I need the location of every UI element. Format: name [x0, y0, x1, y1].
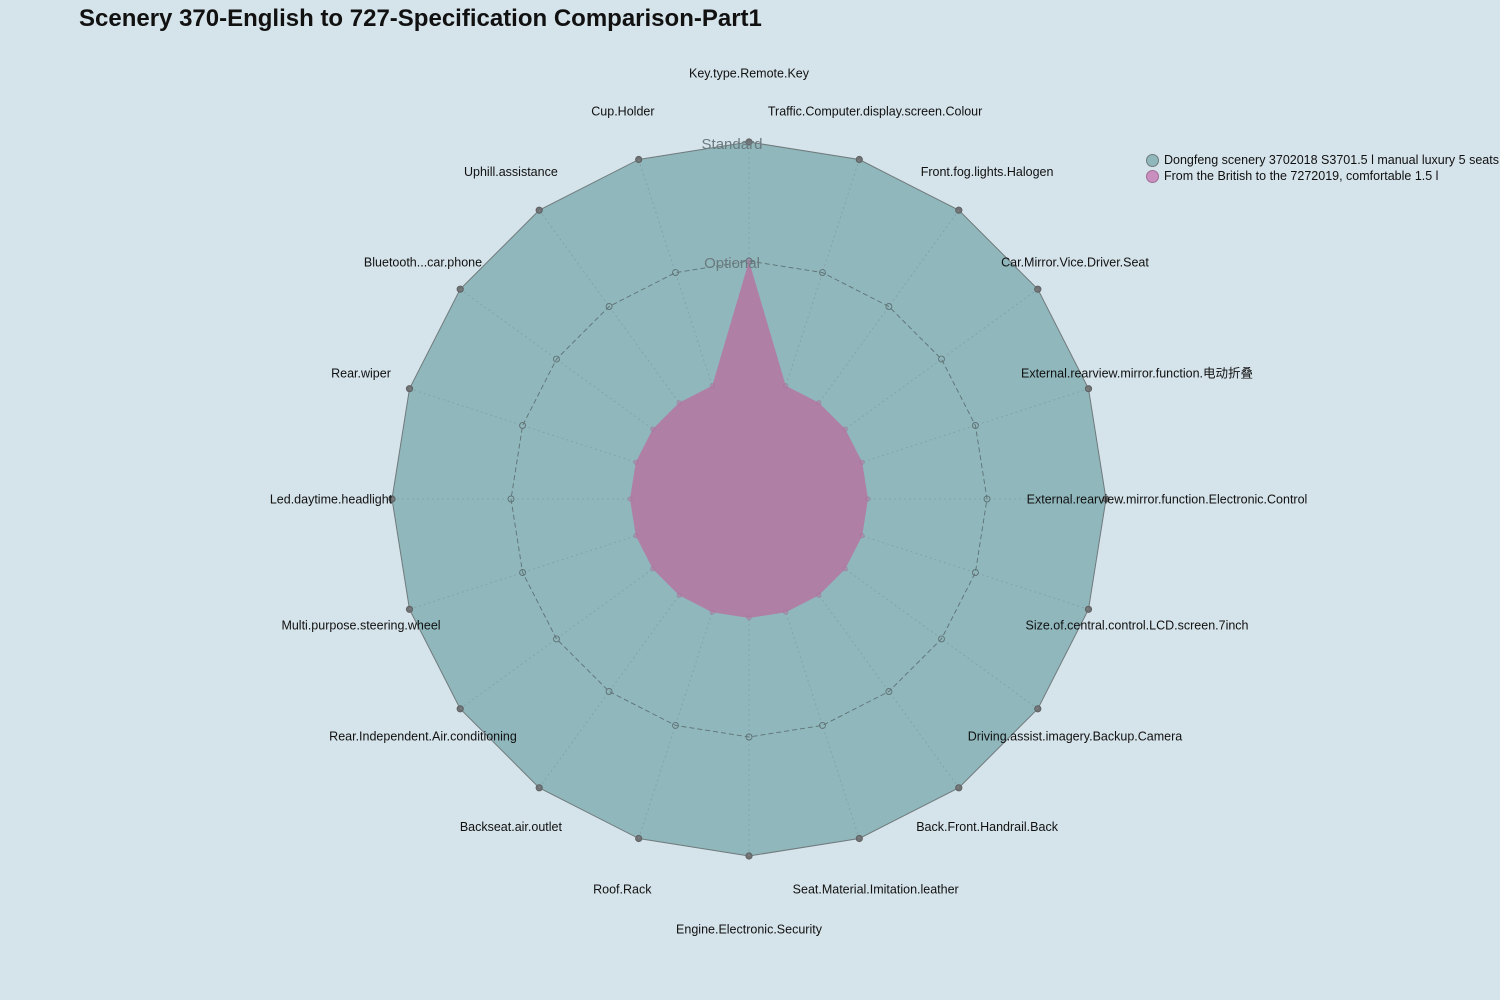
legend-swatch-series-2	[1146, 169, 1159, 183]
axis-label: External.rearview.mirror.function.电动折叠	[1021, 365, 1253, 380]
series-2-point	[842, 426, 848, 432]
legend: Dongfeng scenery 3702018 S3701.5 l manua…	[1146, 152, 1499, 184]
axis-label: Multi.purpose.steering.wheel	[281, 619, 440, 633]
axis-label: Backseat.air.outlet	[460, 820, 563, 834]
legend-label-series-1: Dongfeng scenery 3702018 S3701.5 l manua…	[1164, 153, 1499, 167]
series-2-point	[709, 383, 715, 389]
grid-ring-optional	[510, 260, 988, 738]
series-1-point	[955, 206, 963, 214]
series-2-point	[709, 609, 715, 615]
grid-ring-marker	[938, 355, 945, 363]
axis-label: Seat.Material.Imitation.leather	[793, 882, 959, 896]
series-2-point	[816, 400, 822, 406]
axis-label: Led.daytime.headlight	[270, 493, 393, 507]
series-2-point	[865, 496, 871, 502]
axis-label: External.rearview.mirror.function.Electr…	[1027, 493, 1308, 507]
series-2-point	[783, 383, 789, 389]
series-2-point	[842, 566, 848, 572]
axis-label: Roof.Rack	[593, 882, 652, 896]
grid-ring-marker	[971, 569, 979, 576]
grid-ring-marker	[553, 635, 560, 643]
series-2-point	[633, 533, 639, 539]
axis-label: Driving.assist.imagery.Backup.Camera	[968, 729, 1182, 743]
series-2-point	[650, 426, 656, 432]
series-2-point	[859, 459, 865, 465]
axis-label: Engine.Electronic.Security	[676, 923, 823, 937]
grid-ring-marker	[672, 269, 679, 277]
axis-label: Back.Front.Handrail.Back	[916, 820, 1058, 834]
grid-ring-marker	[605, 688, 613, 695]
legend-item-series-2: From the British to the 7272019, comfort…	[1146, 168, 1499, 184]
level-label-standard: Standard	[702, 136, 763, 153]
series-2-layer	[627, 258, 871, 621]
grid-ring-marker	[672, 721, 679, 729]
axis-label: Car.Mirror.Vice.Driver.Seat	[1001, 256, 1149, 270]
axis-label: Uphill.assistance	[464, 165, 558, 179]
series-2-point	[746, 615, 752, 621]
grid-ring-marker	[605, 303, 613, 310]
grid-ring-marker	[885, 303, 893, 310]
grid-ring-marker	[507, 495, 515, 503]
grid-ring-marker	[519, 569, 527, 576]
axis-label: Bluetooth...car.phone	[364, 256, 482, 270]
legend-item-series-1: Dongfeng scenery 3702018 S3701.5 l manua…	[1146, 152, 1499, 168]
axis-label: Rear.Independent.Air.conditioning	[329, 729, 517, 743]
grid-ring-marker	[819, 269, 826, 277]
axis-label: Traffic.Computer.display.screen.Colour	[768, 105, 982, 119]
series-2-point	[746, 258, 752, 264]
chart-title: Scenery 370-English to 727-Specification…	[79, 5, 762, 32]
series-2-point	[627, 496, 633, 502]
legend-swatch-series-1	[1146, 153, 1159, 167]
series-2-area	[630, 261, 868, 618]
grid-ring-marker	[983, 495, 991, 503]
grid-ring-marker	[971, 422, 979, 429]
series-2-point	[676, 592, 682, 598]
grid-ring-marker	[885, 688, 893, 695]
axis-label: Front.fog.lights.Halogen	[921, 165, 1054, 179]
grid-ring-marker	[819, 721, 826, 729]
grid-ring-marker	[519, 422, 527, 429]
axis-label: Rear.wiper	[331, 366, 391, 380]
series-2-point	[650, 566, 656, 572]
series-2-point	[676, 400, 682, 406]
series-1-point	[535, 206, 543, 214]
axis-label: Key.type.Remote.Key	[689, 67, 810, 81]
axis-label: Size.of.central.control.LCD.screen.7inch	[1025, 619, 1248, 633]
series-2-point	[783, 609, 789, 615]
legend-label-series-2: From the British to the 7272019, comfort…	[1164, 169, 1439, 183]
series-2-point	[859, 533, 865, 539]
series-2-point	[633, 459, 639, 465]
axis-labels-layer: Key.type.Remote.Key Traffic.Computer.disp…	[270, 67, 1307, 937]
axis-label: Cup.Holder	[591, 105, 654, 119]
grid-ring-marker	[553, 355, 560, 363]
grid-ring-marker	[938, 635, 945, 643]
series-2-point	[816, 592, 822, 598]
grid-layer	[392, 142, 1106, 856]
level-label-optional: Optional	[704, 255, 760, 272]
grid-ring-marker	[745, 733, 753, 741]
level-labels-layer: Standard Optional	[702, 136, 763, 272]
